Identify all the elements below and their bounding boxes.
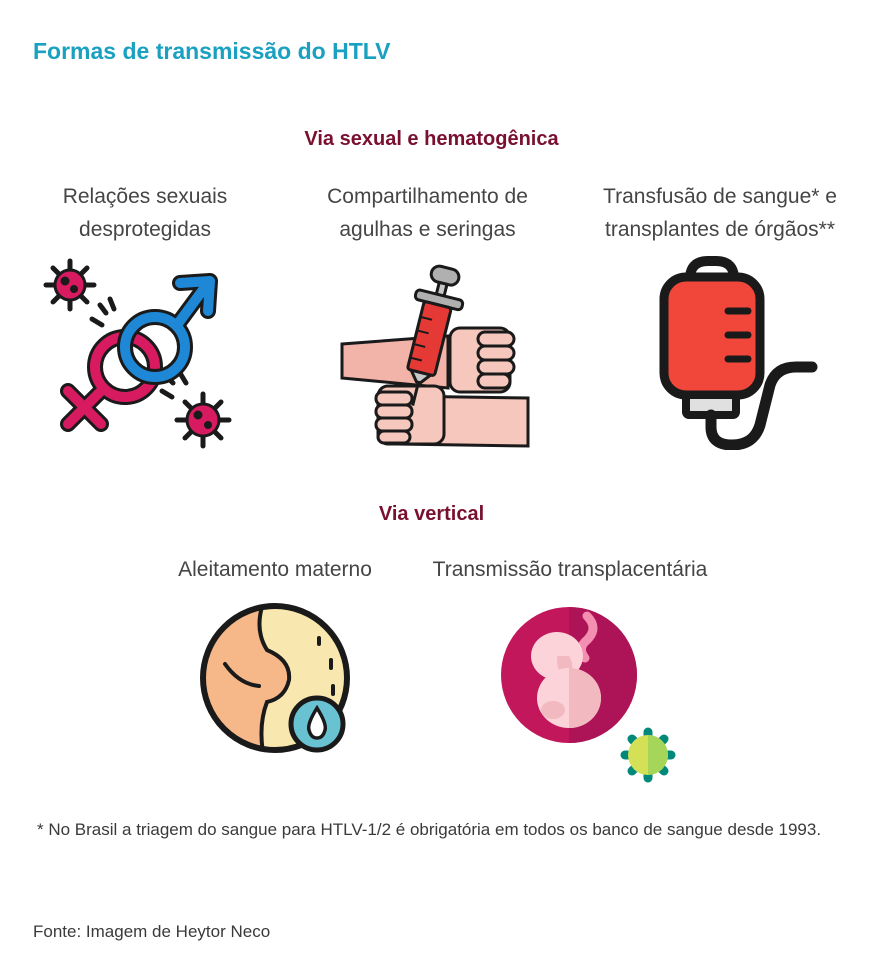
source-credit: Fonte: Imagem de Heytor Neco: [33, 922, 271, 941]
syringe-arm-icon: [340, 264, 530, 448]
page-title: Formas de transmissão do HTLV: [33, 38, 391, 64]
label-breastfeeding: Aleitamento materno: [178, 558, 372, 581]
label-transplacental: Transmissão transplacentária: [432, 558, 708, 581]
fetus-womb-virus-icon: [501, 607, 676, 783]
label-transfusion: Transfusão de sangue* e transplantes de …: [603, 185, 837, 241]
section-heading-sexual: Via sexual e hematogênica: [304, 128, 559, 150]
blood-bag-icon: [659, 256, 818, 450]
label-needle-sharing: Compartilhamento de agulhas e seringas: [327, 185, 528, 241]
label-sexual-relations: Relações sexuais desprotegidas: [62, 185, 228, 241]
breastfeeding-milk-drop-icon: [200, 603, 350, 753]
footnote: * No Brasil a triagem do sangue para HTL…: [37, 820, 822, 839]
section-heading-vertical: Via vertical: [378, 503, 485, 525]
gender-symbols-virus-icon: [43, 258, 232, 449]
